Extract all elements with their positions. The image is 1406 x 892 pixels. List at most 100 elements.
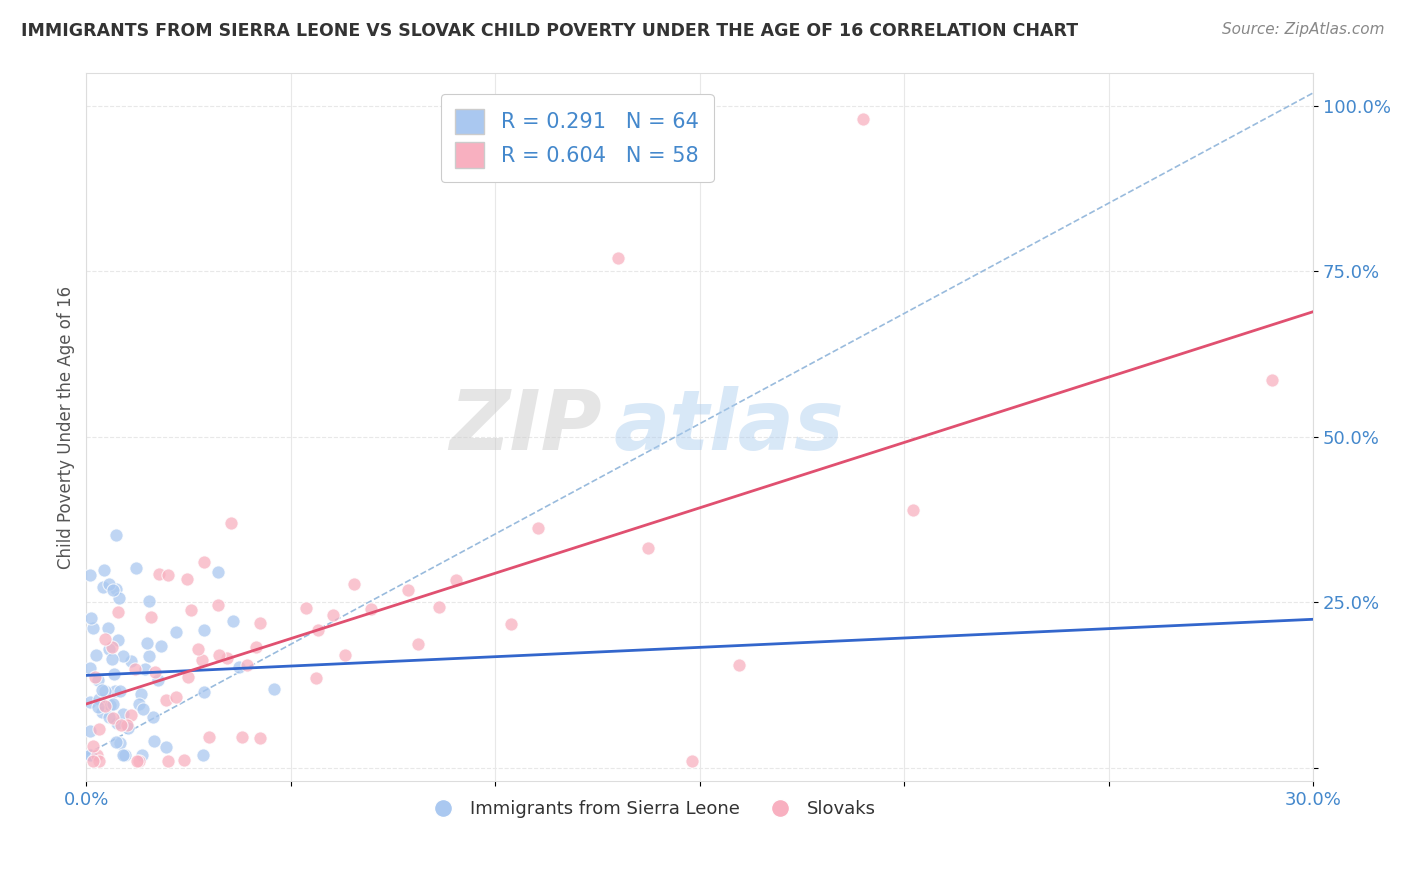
Point (101, 710, 124, 724)
Point (111, 747, 134, 762)
Point (235, 658, 257, 673)
Point (94, 684, 117, 698)
Point (111, 649, 134, 664)
Point (198, 730, 221, 744)
Point (446, 573, 468, 587)
Point (97, 642, 120, 657)
Point (294, 600, 316, 615)
Point (79, 747, 101, 762)
Point (134, 662, 156, 676)
Point (128, 697, 150, 711)
Legend: Immigrants from Sierra Leone, Slovaks: Immigrants from Sierra Leone, Slovaks (418, 793, 883, 825)
Point (177, 670, 200, 684)
Point (1261, 373, 1284, 387)
Point (103, 667, 125, 681)
Point (728, 658, 751, 673)
Point (157, 568, 180, 582)
Point (124, 662, 146, 676)
Point (607, 252, 630, 266)
Point (131, 702, 153, 716)
Point (93, 632, 115, 647)
Point (129, 687, 152, 701)
Point (79, 723, 101, 738)
Point (117, 717, 139, 731)
Point (117, 721, 139, 735)
Point (82, 621, 104, 635)
Point (84, 670, 107, 684)
Point (103, 583, 125, 598)
Point (155, 693, 177, 707)
Point (193, 555, 215, 569)
Point (191, 747, 214, 762)
Point (101, 652, 124, 666)
Point (176, 572, 198, 586)
Point (191, 653, 214, 667)
Point (322, 607, 344, 622)
Point (207, 565, 229, 579)
Point (143, 665, 166, 679)
Point (82, 739, 104, 754)
Point (343, 577, 366, 591)
Point (139, 610, 162, 624)
Point (142, 710, 165, 724)
Point (98, 709, 121, 723)
Point (215, 650, 238, 665)
Point (173, 753, 195, 767)
Point (156, 754, 179, 768)
Text: IMMIGRANTS FROM SIERRA LEONE VS SLOVAK CHILD POVERTY UNDER THE AGE OF 16 CORRELA: IMMIGRANTS FROM SIERRA LEONE VS SLOVAK C… (21, 22, 1078, 40)
Point (79, 661, 101, 675)
Point (501, 616, 523, 631)
Point (112, 747, 135, 762)
Point (98, 698, 121, 713)
Point (245, 640, 267, 654)
Point (87, 722, 110, 736)
Point (360, 602, 382, 616)
Point (104, 528, 127, 542)
Point (124, 561, 146, 575)
Point (681, 754, 703, 768)
Point (107, 632, 129, 647)
Point (180, 603, 202, 617)
Point (249, 731, 271, 746)
Point (208, 648, 231, 662)
Point (149, 639, 172, 653)
Point (125, 754, 148, 768)
Point (105, 734, 128, 748)
Point (219, 516, 242, 530)
Point (110, 736, 132, 750)
Point (193, 623, 215, 637)
Point (104, 684, 127, 698)
Point (105, 716, 128, 731)
Point (86, 747, 108, 762)
Point (79, 568, 101, 582)
Point (852, 112, 875, 127)
Point (89, 754, 111, 768)
Point (165, 625, 187, 640)
Point (101, 640, 124, 655)
Point (91, 580, 114, 594)
Point (101, 697, 124, 711)
Point (305, 671, 328, 685)
Point (143, 733, 166, 747)
Point (138, 594, 160, 608)
Point (249, 616, 271, 631)
Point (901, 503, 924, 517)
Point (207, 598, 229, 612)
Point (165, 690, 187, 704)
Point (155, 740, 177, 755)
Text: atlas: atlas (614, 386, 845, 467)
Point (128, 754, 150, 768)
Point (120, 708, 142, 723)
Point (136, 636, 159, 650)
Point (406, 637, 429, 651)
Point (228, 660, 250, 674)
Point (527, 521, 550, 535)
Point (148, 566, 170, 581)
Point (231, 730, 253, 744)
Point (107, 605, 129, 619)
Point (120, 654, 142, 668)
Point (87, 673, 110, 687)
Point (86, 699, 108, 714)
Text: Source: ZipAtlas.com: Source: ZipAtlas.com (1222, 22, 1385, 37)
Point (94, 698, 117, 713)
